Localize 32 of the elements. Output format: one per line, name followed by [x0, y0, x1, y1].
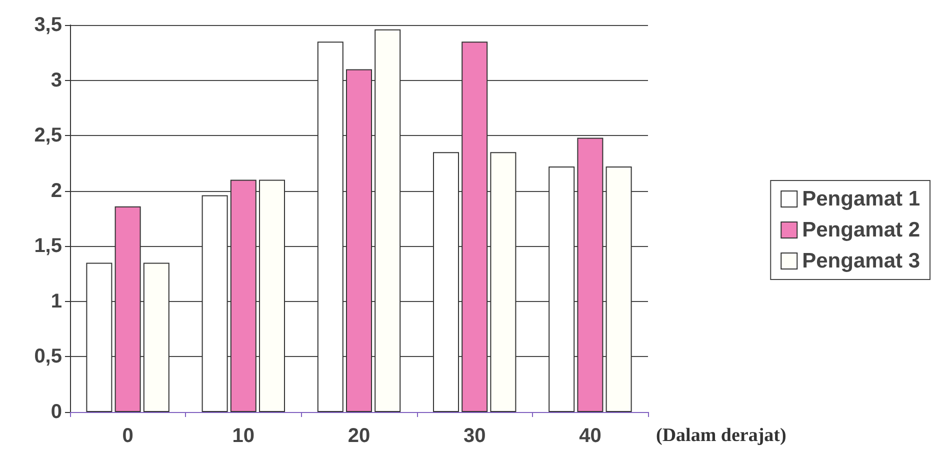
bar: [346, 69, 372, 412]
bar: [86, 262, 112, 412]
y-tick-label: 1,5: [34, 235, 62, 258]
y-tick-label: 3: [50, 69, 62, 92]
legend-label: Pengamat 2: [802, 218, 920, 242]
bar: [259, 180, 285, 412]
x-tick-label: 10: [232, 425, 255, 447]
y-tick-label: 2,5: [34, 124, 62, 147]
bar: [490, 152, 516, 412]
y-tick-label: 0,5: [34, 346, 62, 368]
bar: [548, 166, 575, 412]
bar: [143, 262, 170, 412]
y-tick-label: 0: [50, 401, 62, 423]
bar: [462, 42, 488, 412]
y-tick-label: 2: [50, 180, 62, 202]
bar: [114, 206, 141, 412]
bar: [577, 138, 604, 412]
bar: [202, 195, 228, 412]
bar: [374, 29, 401, 412]
y-tick-label: 1: [50, 290, 62, 312]
y-tick-label: 3,5: [34, 14, 62, 36]
legend-label: Pengamat 3: [802, 250, 920, 272]
bar: [606, 166, 632, 412]
x-tick-label: 40: [579, 425, 602, 447]
bar: [433, 152, 459, 412]
x-axis-title: (Dalam derajat): [656, 425, 786, 446]
legend-label: Pengamat 1: [802, 188, 920, 210]
bar: [230, 180, 256, 412]
bar: [317, 42, 344, 412]
x-tick-label: 20: [348, 425, 370, 447]
x-tick-label: 30: [463, 425, 486, 447]
x-tick-label: 0: [122, 425, 134, 447]
